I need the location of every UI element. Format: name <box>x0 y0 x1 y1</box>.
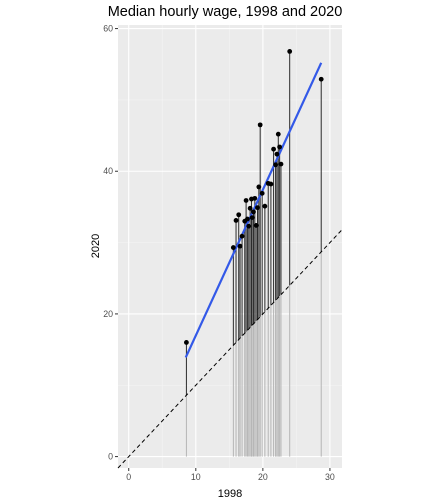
y-axis-title: 2020 <box>90 234 102 258</box>
data-point <box>184 340 189 345</box>
y-tick-label: 0 <box>108 452 113 462</box>
x-tick-label: 0 <box>126 472 131 482</box>
data-point <box>257 122 263 128</box>
y-axis-ticks: 0 20 40 60 <box>103 24 118 462</box>
data-point <box>249 215 255 221</box>
segments <box>185 51 322 457</box>
data-point <box>252 195 258 201</box>
grid-major <box>118 25 342 468</box>
x-axis-ticks: 0 10 20 30 <box>126 468 335 482</box>
y-tick-label: 40 <box>103 166 113 176</box>
data-point <box>273 162 279 168</box>
x-tick-label: 20 <box>258 472 268 482</box>
data-point <box>239 233 245 239</box>
x-tick-label: 10 <box>191 472 201 482</box>
data-point <box>318 76 324 82</box>
data-point <box>278 161 284 167</box>
data-point <box>277 144 283 150</box>
data-point <box>262 203 268 209</box>
data-point <box>287 48 293 54</box>
data-point <box>271 146 276 152</box>
data-point <box>251 209 256 215</box>
data-point <box>274 151 280 157</box>
data-point <box>253 223 259 228</box>
reference-line <box>117 229 343 469</box>
x-axis-title: 1998 <box>218 488 242 500</box>
y-tick-label: 20 <box>103 309 113 319</box>
data-point <box>230 245 236 250</box>
data-point <box>275 131 281 137</box>
data-point <box>259 190 265 196</box>
x-tick-label: 30 <box>325 472 335 482</box>
points <box>184 48 324 345</box>
data-point <box>268 181 274 187</box>
data-point <box>245 216 250 222</box>
y-tick-label: 60 <box>103 24 113 34</box>
data-point <box>236 212 242 218</box>
data-point <box>246 223 252 229</box>
data-point <box>237 243 243 249</box>
data-point <box>233 218 239 223</box>
data-point <box>247 205 253 211</box>
data-point <box>255 205 260 211</box>
chart-title: Median hourly wage, 1998 and 2020 <box>108 4 343 20</box>
data-point <box>243 198 249 203</box>
data-point <box>256 184 262 190</box>
